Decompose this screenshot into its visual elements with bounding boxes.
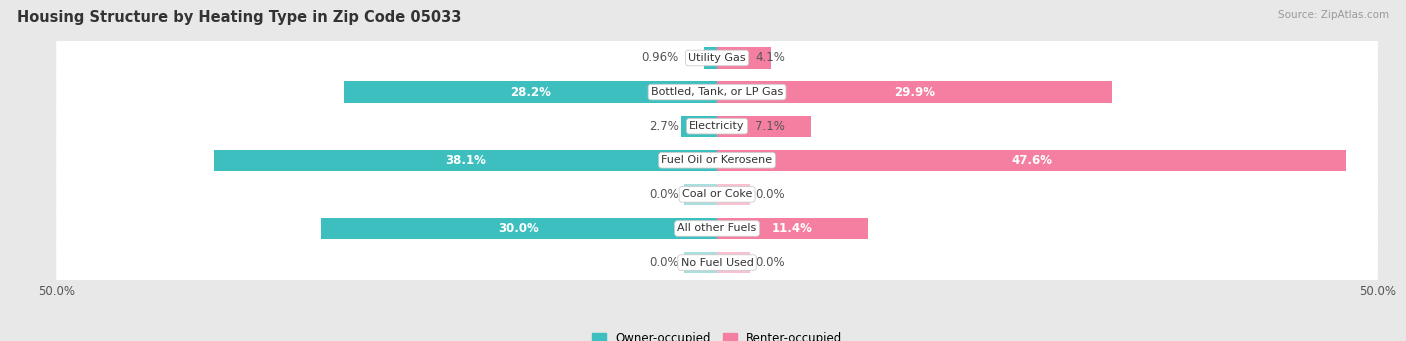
Text: 0.0%: 0.0% (650, 188, 679, 201)
Text: 38.1%: 38.1% (444, 154, 485, 167)
Text: 28.2%: 28.2% (510, 86, 551, 99)
Bar (717, 184, 751, 205)
FancyBboxPatch shape (56, 33, 1378, 83)
Text: 0.0%: 0.0% (755, 188, 785, 201)
Text: 2.7%: 2.7% (648, 120, 679, 133)
Bar (717, 218, 868, 239)
Text: Source: ZipAtlas.com: Source: ZipAtlas.com (1278, 10, 1389, 20)
FancyBboxPatch shape (56, 204, 1378, 253)
Text: Housing Structure by Heating Type in Zip Code 05033: Housing Structure by Heating Type in Zip… (17, 10, 461, 25)
Bar (682, 116, 717, 137)
Bar (717, 150, 1346, 171)
FancyBboxPatch shape (56, 68, 1378, 117)
FancyBboxPatch shape (56, 136, 1378, 185)
Text: Electricity: Electricity (689, 121, 745, 131)
Text: 47.6%: 47.6% (1011, 154, 1052, 167)
Bar (214, 150, 717, 171)
Text: 7.1%: 7.1% (755, 120, 786, 133)
Bar (685, 252, 717, 273)
Bar (344, 81, 717, 103)
Text: 30.0%: 30.0% (499, 222, 538, 235)
Text: Bottled, Tank, or LP Gas: Bottled, Tank, or LP Gas (651, 87, 783, 97)
Bar (704, 47, 717, 69)
Text: 0.96%: 0.96% (641, 51, 679, 64)
Legend: Owner-occupied, Renter-occupied: Owner-occupied, Renter-occupied (586, 328, 848, 341)
Bar (717, 116, 811, 137)
Bar (321, 218, 717, 239)
FancyBboxPatch shape (56, 170, 1378, 219)
Bar (685, 184, 717, 205)
Text: Utility Gas: Utility Gas (689, 53, 745, 63)
Bar (717, 252, 751, 273)
Text: Coal or Coke: Coal or Coke (682, 189, 752, 199)
FancyBboxPatch shape (56, 102, 1378, 151)
Text: 29.9%: 29.9% (894, 86, 935, 99)
Text: 0.0%: 0.0% (755, 256, 785, 269)
Text: No Fuel Used: No Fuel Used (681, 257, 754, 268)
Text: 0.0%: 0.0% (650, 256, 679, 269)
Text: All other Fuels: All other Fuels (678, 223, 756, 234)
Text: 4.1%: 4.1% (755, 51, 786, 64)
Bar (717, 81, 1112, 103)
Text: Fuel Oil or Kerosene: Fuel Oil or Kerosene (661, 155, 773, 165)
Bar (717, 47, 772, 69)
FancyBboxPatch shape (56, 238, 1378, 287)
Text: 11.4%: 11.4% (772, 222, 813, 235)
